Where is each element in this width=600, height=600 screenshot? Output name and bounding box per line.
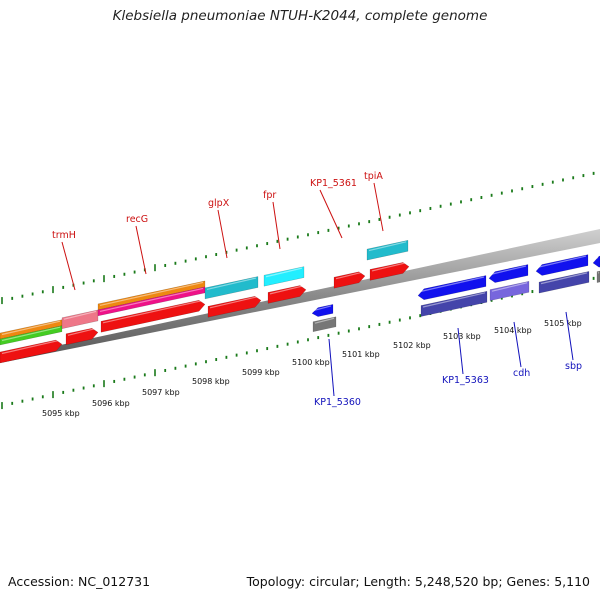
cds-feature-reverse-highlight — [313, 305, 332, 311]
category-band-gray — [596, 270, 600, 283]
gene-label-leader — [61, 241, 76, 291]
tick-label: 5103 kbp — [443, 332, 481, 341]
gene-label-leader — [457, 327, 464, 375]
category-band-pink-highlight — [63, 310, 97, 320]
gene-label-reverse[interactable]: KP1_5363 — [442, 375, 489, 386]
cds-feature-reverse — [488, 264, 529, 283]
category-band-orange-highlight — [99, 281, 204, 307]
category-band-gray-highlight — [314, 317, 335, 324]
tick-label: 5100 kbp — [292, 358, 330, 367]
cds-feature-reverse-highlight — [594, 256, 599, 260]
category-band-slate-highlight — [422, 292, 486, 308]
category-band-green — [0, 325, 63, 346]
tick-label: 5101 kbp — [342, 350, 380, 359]
tick-label: 5095 kbp — [42, 409, 80, 418]
gene-label-reverse[interactable]: cdh — [513, 368, 530, 379]
cds-feature-highlight — [371, 261, 408, 272]
category-band-teal — [204, 276, 259, 300]
gene-label-leader — [373, 182, 384, 232]
category-band-slate-highlight — [540, 272, 588, 285]
cds-feature-reverse-highlight — [419, 276, 485, 293]
category-band-slate — [420, 290, 488, 317]
category-band-orange-highlight — [1, 320, 61, 336]
gene-label-leader — [319, 189, 343, 239]
category-band-teal-highlight — [206, 277, 257, 291]
gene-label-leader — [513, 321, 522, 368]
cds-feature-highlight — [102, 299, 204, 324]
gene-label-leader — [328, 338, 335, 397]
gene-label-forward[interactable]: recG — [126, 214, 148, 225]
cds-feature-highlight — [335, 271, 364, 280]
cds-feature-highlight — [67, 327, 97, 336]
cds-feature-reverse-highlight — [537, 255, 587, 268]
genome-title: Klebsiella pneumoniae NTUH-K2044, comple… — [112, 8, 488, 24]
cds-feature — [333, 271, 366, 289]
gene-label-leader — [135, 225, 147, 275]
gene-label-reverse[interactable]: KP1_5360 — [314, 397, 361, 408]
cds-feature-highlight — [209, 295, 260, 309]
category-band-teal — [366, 239, 409, 261]
accession-text: Accession: NC_012731 — [8, 574, 151, 589]
cds-feature — [0, 339, 63, 364]
tick-label: 5096 kbp — [92, 399, 130, 408]
gene-label-forward[interactable]: KP1_5361 — [310, 178, 357, 189]
cds-feature — [65, 327, 99, 346]
category-band-cyan-highlight — [265, 267, 303, 278]
category-band-green-highlight — [1, 326, 61, 342]
category-band-magenta-highlight — [99, 287, 204, 313]
tick-label: 5104 kbp — [494, 326, 532, 335]
gene-label-forward[interactable]: tpiA — [364, 171, 383, 182]
category-band-pink — [61, 309, 99, 330]
cds-feature-reverse-highlight — [490, 265, 527, 275]
cds-feature-reverse — [417, 275, 487, 301]
gene-label-reverse[interactable]: sbp — [565, 361, 582, 372]
category-band-periwinkle — [489, 280, 530, 301]
tick-label: 5102 kbp — [393, 341, 431, 350]
tick-label: 5098 kbp — [192, 377, 230, 386]
cds-feature — [369, 262, 410, 281]
cds-feature — [267, 285, 307, 304]
category-band-gray-highlight — [597, 271, 600, 274]
category-band-gray — [312, 316, 337, 333]
cds-feature-highlight — [1, 339, 61, 355]
tick-label: 5097 kbp — [142, 388, 180, 397]
gene-label-leader — [217, 209, 228, 259]
category-band-periwinkle-highlight — [491, 282, 528, 292]
gene-label-forward[interactable]: trmH — [52, 230, 76, 241]
category-band-cyan — [263, 266, 305, 287]
cds-feature — [207, 295, 262, 318]
cds-feature-reverse — [311, 304, 334, 317]
tick-label: 5105 kbp — [544, 319, 582, 328]
category-band-teal-highlight — [368, 241, 407, 252]
genome-summary-text: Topology: circular; Length: 5,248,520 bp… — [246, 574, 590, 589]
gene-label-forward[interactable]: fpr — [263, 190, 276, 201]
cds-feature-highlight — [269, 285, 305, 295]
tick-label: 5099 kbp — [242, 368, 280, 377]
cds-feature — [100, 299, 206, 333]
gene-label-leader — [565, 311, 574, 361]
gene-label-forward[interactable]: glpX — [208, 198, 230, 209]
category-band-slate — [538, 271, 590, 294]
cds-feature-reverse — [535, 254, 589, 276]
gene-label-leader — [272, 201, 281, 250]
